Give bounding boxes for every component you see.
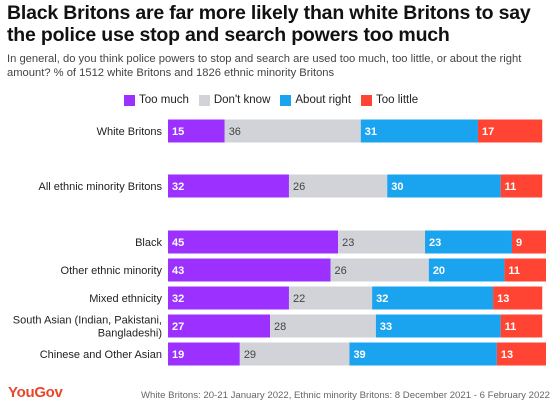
bar-too-little-black — [511, 230, 546, 254]
category-label-white-britons: White Britons — [97, 126, 163, 138]
legend-label-too-much: Too much — [139, 94, 189, 106]
data-label-too-little-other-ethnic-minority: 11 — [508, 265, 520, 277]
data-label-about-right-all-ethnic-minority-britons: 30 — [391, 181, 403, 193]
bar-too-much-all-ethnic-minority-britons — [168, 174, 289, 198]
data-label-don-t-know-black: 23 — [342, 237, 354, 249]
bar-don-t-know-black — [338, 230, 426, 254]
data-label-about-right-chinese-and-other-asian: 39 — [353, 349, 365, 361]
data-label-too-much-chinese-and-other-asian: 19 — [172, 349, 184, 361]
bar-don-t-know-mixed-ethnicity — [288, 286, 373, 310]
category-label-line: Bangladeshi) — [98, 328, 162, 340]
bar-too-little-chinese-and-other-asian — [496, 342, 546, 366]
data-label-about-right-other-ethnic-minority: 20 — [433, 265, 445, 277]
bar-too-little-other-ethnic-minority — [504, 258, 546, 282]
yougov-logo: YouGov — [8, 384, 63, 401]
bar-too-much-south-asian-indian-pakistani-bangladeshi — [168, 314, 271, 338]
bar-don-t-know-chinese-and-other-asian — [239, 342, 350, 366]
legend-swatch-too-little — [361, 94, 373, 106]
category-label-mixed-ethnicity: Mixed ethnicity — [89, 293, 162, 305]
bar-about-right-south-asian-indian-pakistani-bangladeshi — [375, 314, 501, 338]
legend-swatch-too-much — [124, 94, 135, 106]
data-label-don-t-know-white-britons: 36 — [229, 126, 241, 138]
data-label-too-much-white-britons: 15 — [172, 126, 184, 138]
data-label-don-t-know-all-ethnic-minority-britons: 26 — [293, 181, 305, 193]
category-label-line: Chinese and Other Asian — [40, 349, 162, 361]
legend-item-about-right: About right — [280, 94, 351, 106]
bar-about-right-other-ethnic-minority — [428, 258, 505, 282]
footer-note: White Britons: 20-21 January 2022, Ethni… — [140, 390, 550, 401]
legend-item-dont-know: Don't know — [198, 94, 271, 106]
data-label-too-little-chinese-and-other-asian: 13 — [501, 349, 513, 361]
bar-don-t-know-south-asian-indian-pakistani-bangladeshi — [270, 314, 376, 338]
data-label-about-right-mixed-ethnicity: 32 — [376, 293, 388, 305]
data-label-too-much-mixed-ethnicity: 32 — [172, 293, 184, 305]
data-label-about-right-black: 23 — [429, 237, 441, 249]
category-label-south-asian-indian-pakistani-bangladeshi: South Asian (Indian, Pakistani, Banglades… — [13, 315, 162, 340]
bar-about-right-all-ethnic-minority-britons — [387, 174, 501, 198]
data-label-too-little-white-britons: 17 — [482, 126, 494, 138]
bar-too-much-chinese-and-other-asian — [168, 342, 240, 366]
category-label-line: All ethnic minority Britons — [39, 181, 163, 193]
bar-too-much-white-britons — [168, 119, 225, 143]
legend-item-too-little: Too little — [361, 94, 418, 106]
bar-too-much-black — [168, 230, 339, 254]
data-label-don-t-know-south-asian-indian-pakistani-bangladeshi: 28 — [274, 321, 286, 333]
data-label-about-right-white-britons: 31 — [365, 126, 377, 138]
data-label-too-little-mixed-ethnicity: 13 — [497, 293, 509, 305]
legend-label-about-right: About right — [295, 94, 352, 106]
data-label-too-little-south-asian-indian-pakistani-bangladeshi: 11 — [505, 321, 517, 333]
data-label-too-little-black: 9 — [516, 237, 522, 249]
bar-don-t-know-other-ethnic-minority — [330, 258, 429, 282]
data-label-too-much-other-ethnic-minority: 43 — [172, 265, 184, 277]
category-label-line: Black — [135, 237, 162, 249]
category-label-all-ethnic-minority-britons: All ethnic minority Britons — [39, 181, 163, 193]
chart-subtitle: In general, do you think police powers t… — [7, 53, 522, 79]
chart-title: Black Britons are far more likely than w… — [7, 2, 531, 46]
bar-don-t-know-all-ethnic-minority-britons — [288, 174, 388, 198]
legend-label-too-little: Too little — [376, 94, 419, 106]
bar-too-little-mixed-ethnicity — [493, 286, 543, 310]
legend-item-too-much: Too much — [124, 94, 189, 106]
category-label-line: White Britons — [97, 126, 163, 138]
legend-swatch-dont-know — [198, 94, 210, 106]
bar-too-much-other-ethnic-minority — [168, 258, 331, 282]
data-label-don-t-know-other-ethnic-minority: 26 — [335, 265, 347, 277]
legend-label-dont-know: Don't know — [213, 94, 271, 106]
category-label-line: South Asian (Indian, Pakistani, — [13, 315, 162, 327]
chart-legend: Too much Don't know About right Too litt… — [124, 94, 428, 106]
bar-too-little-all-ethnic-minority-britons — [500, 174, 543, 198]
data-label-too-much-all-ethnic-minority-britons: 32 — [172, 181, 184, 193]
bar-too-little-white-britons — [477, 119, 543, 143]
data-label-don-t-know-mixed-ethnicity: 22 — [293, 293, 305, 305]
data-label-too-much-south-asian-indian-pakistani-bangladeshi: 27 — [172, 321, 184, 333]
category-label-line: Mixed ethnicity — [89, 293, 162, 305]
data-label-about-right-south-asian-indian-pakistani-bangladeshi: 33 — [380, 321, 392, 333]
bar-about-right-mixed-ethnicity — [372, 286, 494, 310]
category-label-chinese-and-other-asian: Chinese and Other Asian — [40, 349, 162, 361]
bar-don-t-know-white-britons — [224, 119, 361, 143]
category-label-black: Black — [135, 237, 162, 249]
category-label-line: Other ethnic minority — [61, 265, 163, 277]
bar-too-much-mixed-ethnicity — [168, 286, 289, 310]
bar-about-right-chinese-and-other-asian — [349, 342, 497, 366]
bar-about-right-black — [425, 230, 512, 254]
legend-swatch-about-right — [280, 94, 292, 106]
data-label-too-little-all-ethnic-minority-britons: 11 — [505, 181, 517, 193]
bar-about-right-white-britons — [360, 119, 478, 143]
bar-too-little-south-asian-indian-pakistani-bangladeshi — [500, 314, 543, 338]
category-label-other-ethnic-minority: Other ethnic minority — [61, 265, 163, 277]
data-label-don-t-know-chinese-and-other-asian: 29 — [244, 349, 256, 361]
data-label-too-much-black: 45 — [172, 237, 184, 249]
